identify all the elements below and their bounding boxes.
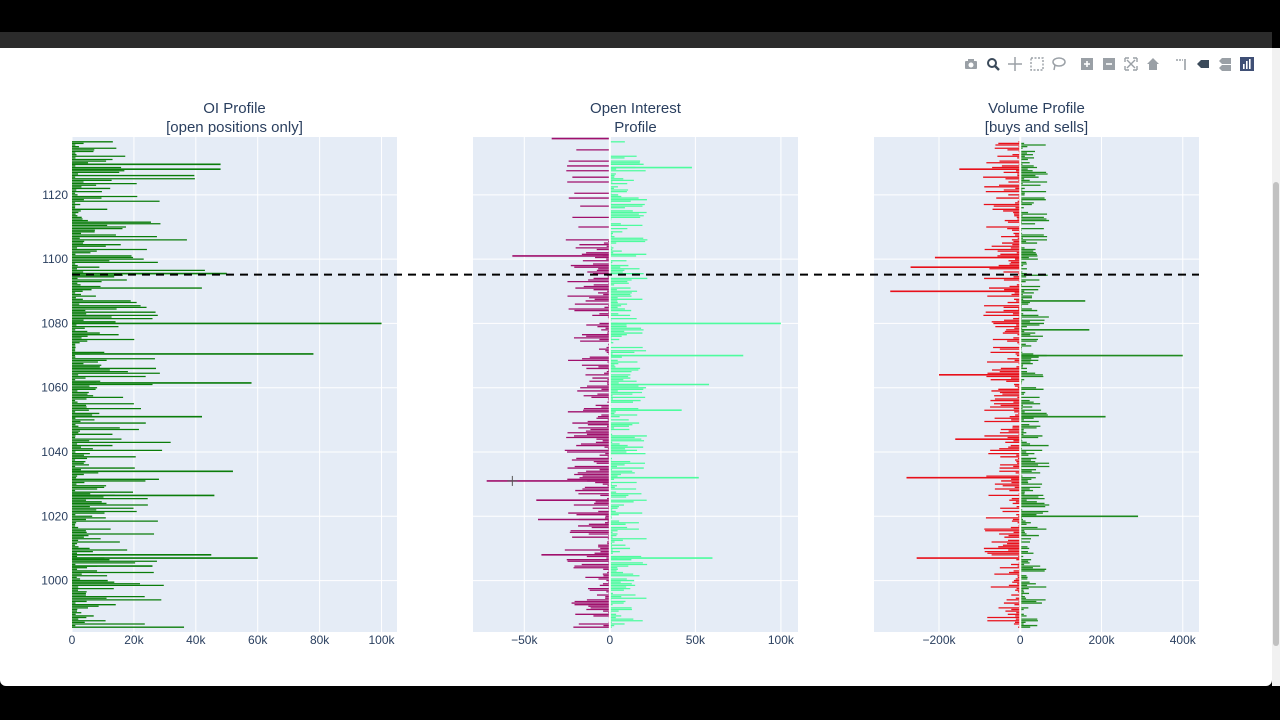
x-tick-label: 100k [768, 633, 795, 647]
scrollbar-thumb[interactable] [1273, 182, 1279, 646]
panel-subtitle: [open positions only] [166, 119, 303, 136]
x-tick-label: 80k [310, 633, 330, 647]
panel-title: OI Profile [203, 100, 266, 117]
panel-title: Volume Profile [988, 100, 1085, 117]
hover-closest-icon[interactable] [1192, 55, 1214, 73]
x-tick-label: 60k [248, 633, 268, 647]
profile-charts[interactable]: OI Profile [open positions only] 0 20k 40k 60… [0, 88, 1272, 688]
autoscale-icon[interactable] [1120, 55, 1142, 73]
x-tick-label: 0 [606, 633, 613, 647]
x-tick-label: 50k [686, 633, 706, 647]
panel-3: Volume Profile [buys and sells] −200k 0 200k… [874, 100, 1199, 647]
y-tick-label: 1020 [41, 509, 68, 523]
plotly-logo-icon[interactable] [1236, 55, 1258, 73]
zoom-out-icon[interactable] [1098, 55, 1120, 73]
panel-title: Open Interest [590, 100, 682, 117]
zoom-icon[interactable] [982, 55, 1004, 73]
browser-strip [0, 32, 1272, 48]
lasso-select-icon[interactable] [1048, 55, 1070, 73]
hover-compare-icon[interactable] [1214, 55, 1236, 73]
x-tick-label: 200k [1088, 633, 1115, 647]
y-tick-label: 1100 [42, 252, 68, 266]
panel-1: OI Profile [open positions only] 0 20k 40k 60… [69, 100, 397, 647]
x-tick-label: 0 [1017, 633, 1024, 647]
camera-icon[interactable] [960, 55, 982, 73]
x-tick-label: −50k [511, 633, 538, 647]
dense-bars [983, 141, 1050, 628]
y-tick-label: 1080 [41, 316, 68, 330]
reset-axes-icon[interactable] [1142, 55, 1164, 73]
y-tick-label: 1060 [41, 381, 68, 395]
y-tick-label: 1040 [41, 445, 68, 459]
x-tick-label: 40k [186, 633, 206, 647]
box-select-icon[interactable] [1026, 55, 1048, 73]
x-tick-label: 0 [69, 633, 76, 647]
window-top-bar [0, 0, 1280, 32]
pan-icon[interactable] [1004, 55, 1026, 73]
x-tick-label: 20k [124, 633, 144, 647]
panel-2: Open Interest Profile −50k 0 50k 100k [473, 100, 798, 647]
y-tick-label: 1000 [41, 574, 68, 588]
zoom-in-icon[interactable] [1076, 55, 1098, 73]
x-tick-label: 100k [369, 633, 396, 647]
x-tick-label: −200k [922, 633, 956, 647]
spike-lines-icon[interactable] [1170, 55, 1192, 73]
window-bottom-bar [0, 686, 1280, 720]
x-tick-label: 400k [1170, 633, 1197, 647]
y-tick-label: 1120 [42, 188, 68, 202]
panel-subtitle: Profile [614, 119, 657, 136]
plotly-modebar [960, 55, 1258, 73]
panel-subtitle: [buys and sells] [985, 119, 1088, 136]
